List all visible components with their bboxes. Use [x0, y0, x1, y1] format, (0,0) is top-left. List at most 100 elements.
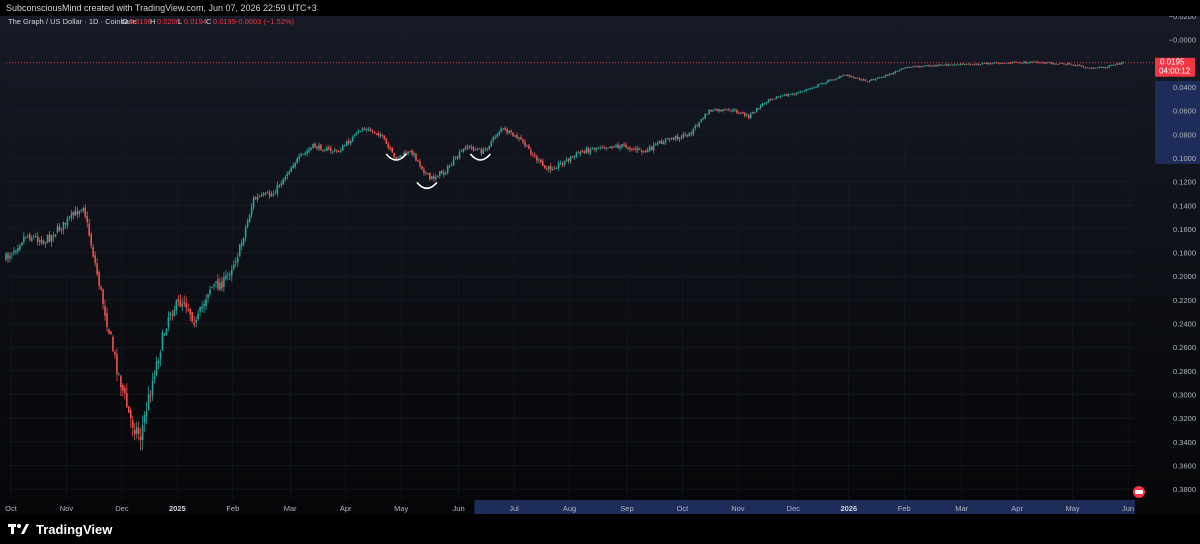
candle-body	[256, 196, 259, 200]
candle-body	[211, 286, 213, 288]
candle-body	[1100, 67, 1103, 68]
candle-body	[702, 118, 705, 120]
candle-body	[900, 68, 903, 70]
candle-body	[557, 163, 560, 169]
candle-body	[399, 155, 401, 158]
candle-body	[423, 169, 425, 173]
candle-body	[607, 147, 609, 149]
candle-body	[201, 306, 203, 309]
candle-body	[1112, 64, 1115, 66]
candle-body	[724, 109, 726, 111]
candle-body	[817, 84, 819, 87]
price-tick-label: 0.0600	[1173, 107, 1196, 116]
candle-body	[357, 131, 360, 133]
candle-body	[304, 152, 306, 155]
candle-body	[139, 436, 142, 441]
candle-body	[692, 128, 695, 135]
candle-body	[846, 75, 849, 76]
candle-body	[664, 139, 667, 143]
candle-body	[916, 66, 918, 68]
candle-body	[199, 307, 201, 312]
candle-body	[458, 152, 461, 159]
candle-body	[302, 154, 304, 155]
time-axis[interactable]: Oct Nov Dec 2025 Feb Mar Apr May Jun Jul Aug Sep Oct…	[5, 504, 1134, 513]
legend-c-value: 0.0195	[213, 17, 236, 26]
candle-body	[92, 247, 94, 257]
candle-body	[845, 75, 847, 76]
candle-body	[452, 158, 455, 166]
candle-body	[1052, 63, 1055, 65]
legend-ohlc: O 0.0198 H 0.0206 L 0.0194 C 0.0195 −0.0…	[122, 17, 295, 26]
price-tick-label: 0.2800	[1173, 367, 1196, 376]
candle-body	[40, 239, 43, 244]
candle-body	[462, 148, 465, 152]
candle-body	[967, 63, 970, 65]
candle-body	[133, 429, 136, 435]
candle-body	[850, 76, 853, 78]
candle-body	[330, 148, 332, 152]
annotations	[385, 153, 491, 190]
legend-l-label: L	[178, 17, 182, 26]
candle-body	[163, 333, 166, 335]
candle-body	[641, 149, 643, 153]
candle-body	[526, 144, 528, 146]
candle-body	[553, 168, 556, 170]
candle-body	[866, 81, 869, 83]
candle-body	[191, 312, 193, 322]
candle-body	[1096, 67, 1099, 69]
candle-body	[349, 141, 352, 144]
candle-body	[347, 140, 350, 144]
tradingview-logo[interactable]: TradingView	[8, 521, 112, 537]
candle-body	[506, 128, 508, 133]
candle-body	[785, 94, 788, 96]
candle-body	[914, 66, 916, 68]
candle-body	[597, 147, 600, 149]
candle-body	[949, 64, 952, 66]
candle-body	[522, 139, 524, 142]
candle-body	[706, 113, 708, 115]
candle-body	[730, 110, 732, 112]
candle-body	[811, 87, 813, 89]
candle-body	[131, 420, 134, 428]
candle-body	[62, 221, 65, 230]
price-axis[interactable]: −0.0200 −0.0000 0.0400 0.0600 0.0800 0.1000 0.…	[1169, 16, 1196, 494]
candle-body	[187, 309, 190, 311]
candle-body	[538, 159, 540, 161]
candle-body	[728, 108, 730, 111]
price-tick-label: 0.0800	[1173, 130, 1196, 139]
candle-body	[52, 236, 55, 238]
candle-body	[1043, 62, 1045, 64]
candle-body	[1054, 63, 1057, 65]
candle-body	[167, 317, 170, 327]
chart-area[interactable]: −0.0200 −0.0000 0.0400 0.0600 0.0800 0.1000 0.…	[0, 16, 1200, 514]
candle-body	[732, 109, 734, 112]
candle-body	[605, 147, 607, 149]
candle-body	[961, 63, 964, 65]
candlestick-chart[interactable]: −0.0200 −0.0000 0.0400 0.0600 0.0800 0.1000 0.…	[0, 16, 1200, 514]
time-tick-label: May	[394, 504, 408, 513]
candle-body	[238, 244, 241, 257]
candle-body	[231, 269, 233, 276]
candle-body	[36, 236, 39, 243]
candle-body	[421, 165, 423, 170]
candle-body	[13, 250, 15, 253]
candle-body	[169, 314, 172, 316]
candle-body	[1070, 64, 1073, 66]
candle-body	[944, 64, 946, 66]
candle-body	[371, 131, 374, 132]
candle-body	[1116, 63, 1118, 65]
candle-body	[308, 149, 310, 152]
candle-body	[906, 66, 909, 68]
price-tick-label: 0.3400	[1173, 438, 1196, 447]
candle-body	[1062, 63, 1065, 65]
last-price-badge: 0.0195 04:00:12	[1155, 57, 1195, 77]
candle-body	[801, 91, 804, 93]
time-tick-label: Apr	[340, 504, 352, 513]
candle-body	[571, 156, 574, 158]
candle-body	[781, 95, 784, 97]
top-bar: SubconsciousMind created with TradingVie…	[0, 0, 1200, 16]
candle-body	[1015, 61, 1017, 63]
settings-icon[interactable]	[1133, 486, 1145, 498]
candle-body	[658, 140, 661, 144]
candle-body	[232, 264, 235, 269]
